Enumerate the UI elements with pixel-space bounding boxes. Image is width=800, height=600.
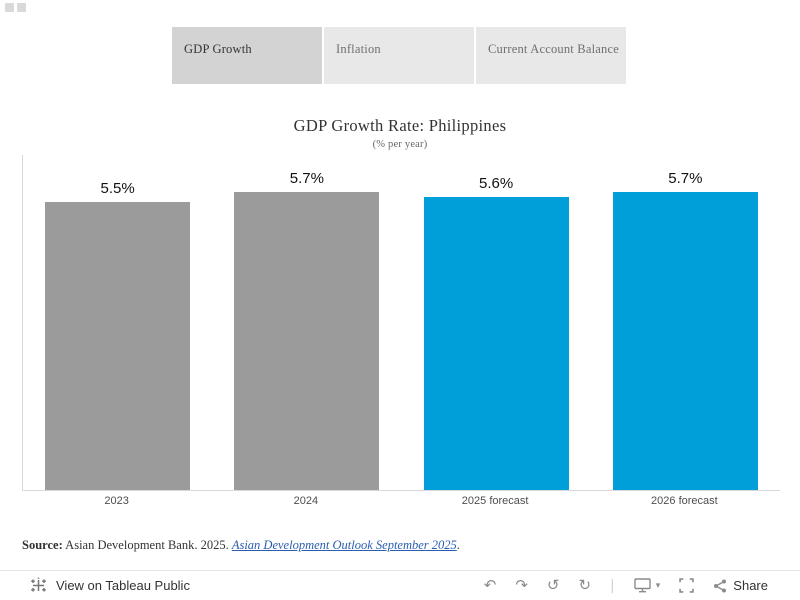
bar-value-label: 5.7% — [668, 170, 703, 187]
bar-2023[interactable] — [45, 202, 191, 490]
download-caret-icon: ▾ — [655, 580, 661, 590]
source-label: Source: — [22, 538, 63, 552]
source-suffix: . — [456, 538, 460, 552]
share-button[interactable]: Share — [713, 578, 768, 593]
title-block: GDP Growth Rate: Philippines (% per year… — [0, 116, 800, 150]
share-label: Share — [733, 578, 768, 593]
x-axis-label: 2026 forecast — [651, 495, 718, 507]
tableau-toolbar: View on Tableau Public ↶ ↷ ↺ ↻ | ▾ — [0, 570, 800, 600]
bar-chart: 5.5% 5.7% 5.6% 5.7% — [22, 155, 780, 491]
fullscreen-icon[interactable] — [679, 578, 695, 593]
tableau-logo-icon — [30, 577, 47, 594]
view-on-tableau-public-label: View on Tableau Public — [56, 578, 190, 593]
replay-icon[interactable]: ↺ — [546, 576, 560, 594]
bar-band-2024: 5.7% — [212, 155, 401, 490]
bar-2024[interactable] — [234, 192, 380, 490]
bar-value-label: 5.5% — [100, 180, 135, 197]
source-note: Source: Asian Development Bank. 2025. As… — [22, 538, 460, 553]
x-axis-labels: 2023 2024 2025 forecast 2026 forecast — [22, 491, 779, 507]
bar-2026-forecast[interactable] — [612, 192, 758, 490]
x-axis-label: 2024 — [293, 495, 319, 507]
chart-title: GDP Growth Rate: Philippines — [293, 116, 507, 135]
tab-current-account-balance[interactable]: Current Account Balance — [476, 27, 626, 84]
tab-inflation[interactable]: Inflation — [324, 27, 474, 84]
redo-icon[interactable]: ↷ — [515, 576, 528, 594]
source-text: Asian Development Bank. 2025. — [62, 538, 232, 552]
toolbar-actions: ↶ ↷ ↺ ↻ | ▾ — [483, 576, 768, 594]
bar-band-2026-forecast: 5.7% — [591, 155, 780, 490]
corner-artifact — [17, 3, 26, 12]
bar-value-label: 5.7% — [289, 170, 324, 187]
refresh-icon[interactable]: ↻ — [578, 576, 592, 594]
download-button[interactable]: ▾ — [634, 578, 661, 593]
source-link[interactable]: Asian Development Outlook September 2025 — [231, 538, 457, 552]
bar-band-2023: 5.5% — [23, 155, 212, 490]
tab-gdp-growth[interactable]: GDP Growth — [172, 27, 322, 84]
bar-band-2025-forecast: 5.6% — [402, 155, 591, 490]
undo-icon[interactable]: ↶ — [483, 576, 497, 594]
x-axis-label: 2023 — [104, 495, 129, 507]
toolbar-separator: | — [610, 577, 615, 594]
corner-artifact — [5, 3, 14, 12]
download-icon — [634, 578, 653, 593]
sheet-tabs: GDP Growth Inflation Current Account Balan… — [172, 27, 626, 84]
bar-2025-forecast[interactable] — [423, 197, 569, 490]
view-on-tableau-public-link[interactable]: View on Tableau Public — [30, 577, 190, 594]
share-icon — [713, 579, 727, 593]
chart-subtitle: (% per year) — [372, 139, 428, 150]
bar-value-label: 5.6% — [479, 175, 514, 192]
x-axis-label: 2025 forecast — [461, 495, 529, 507]
